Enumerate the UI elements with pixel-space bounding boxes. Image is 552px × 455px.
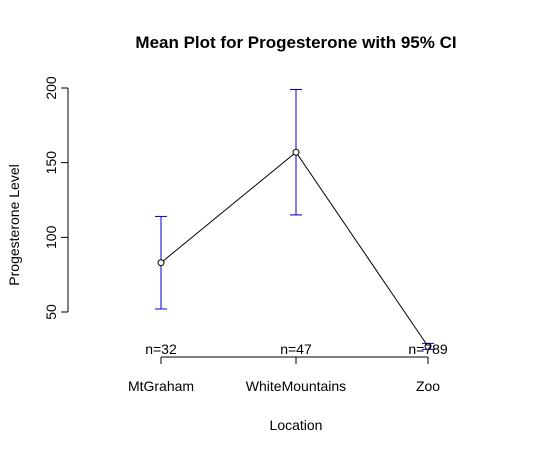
mean-point-MtGraham (157, 259, 165, 267)
x-tick-label-Zoo: Zoo (416, 378, 440, 394)
x-axis: MtGraham WhiteMountains Zoo (128, 356, 440, 394)
mean-point-WhiteMountains (292, 148, 300, 156)
mean-series (157, 148, 432, 350)
chart-title: Mean Plot for Progesterone with 95% CI (135, 33, 456, 52)
confidence-intervals (155, 88, 434, 350)
x-tick-label-WhiteMountains: WhiteMountains (246, 378, 346, 394)
n-label-Zoo: n=789 (408, 341, 448, 357)
mean-point-Zoo (424, 342, 432, 350)
mean-line (160, 151, 429, 347)
y-tick-label-50: 50 (43, 304, 59, 320)
sample-size-labels: n=32 n=47 n=789 (145, 341, 448, 357)
y-tick-label-200: 200 (43, 76, 59, 100)
y-axis-label: Progesterone Level (6, 164, 22, 285)
n-label-MtGraham: n=32 (145, 341, 177, 357)
x-tick-label-MtGraham: MtGraham (128, 378, 194, 394)
x-axis-label: Location (270, 417, 323, 433)
y-tick-label-100: 100 (43, 225, 59, 249)
y-axis: 50 100 150 200 (43, 76, 69, 320)
n-label-WhiteMountains: n=47 (280, 341, 312, 357)
y-tick-label-150: 150 (43, 151, 59, 175)
